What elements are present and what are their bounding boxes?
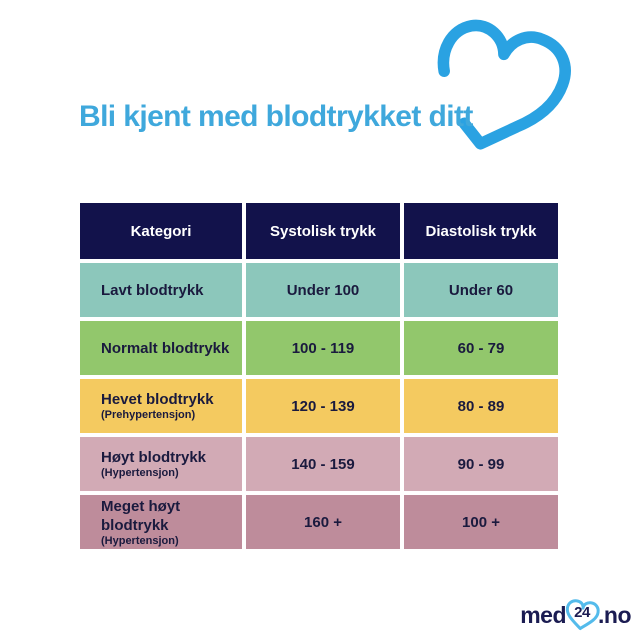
category-label: Høyt blodtrykk [101, 449, 207, 466]
category-subtitle: (Hypertensjon) [101, 467, 179, 479]
logo-text-24: 24 [574, 604, 590, 621]
systolic-value: 100 - 119 [246, 321, 400, 375]
diastolic-value: Under 60 [404, 263, 558, 317]
logo-heart: 24 [565, 599, 600, 631]
systolic-value: 140 - 159 [246, 437, 400, 491]
diastolic-value: 60 - 79 [404, 321, 558, 375]
logo-heart-icon [565, 599, 600, 631]
diastolic-value: 100 + [404, 495, 558, 549]
blood-pressure-table: Kategori Systolisk trykk Diastolisk tryk… [80, 203, 558, 549]
med24-logo: med 24 .no [520, 599, 632, 631]
systolic-value: 120 - 139 [246, 379, 400, 433]
heart-outline-icon [437, 19, 571, 150]
category-cell: Høyt blodtrykk (Hypertensjon) [80, 437, 242, 491]
systolic-value: 160 + [246, 495, 400, 549]
category-label: Lavt blodtrykk [101, 281, 204, 299]
category-label: Normalt blodtrykk [101, 339, 230, 357]
logo-text-no: .no [598, 602, 632, 628]
category-subtitle: (Hypertensjon) [101, 534, 179, 547]
diastolic-value: 90 - 99 [404, 437, 558, 491]
category-cell: Meget høyt blodtrykk (Hypertensjon) [80, 495, 242, 549]
systolic-value: Under 100 [246, 263, 400, 317]
category-label: Hevet blodtrykk [101, 391, 214, 408]
category-label: Meget høyt blodtrykk [101, 497, 181, 534]
column-header-kategori: Kategori [80, 203, 242, 259]
diastolic-value: 80 - 89 [404, 379, 558, 433]
category-cell: Lavt blodtrykk [80, 263, 242, 317]
column-header-systolisk: Systolisk trykk [246, 203, 400, 259]
page-title: Bli kjent med blodtrykket ditt [79, 100, 473, 133]
category-subtitle: (Prehypertensjon) [101, 409, 196, 421]
logo-text-med: med [520, 602, 566, 628]
category-cell: Hevet blodtrykk (Prehypertensjon) [80, 379, 242, 433]
column-header-diastolisk: Diastolisk trykk [404, 203, 558, 259]
category-cell: Normalt blodtrykk [80, 321, 242, 375]
